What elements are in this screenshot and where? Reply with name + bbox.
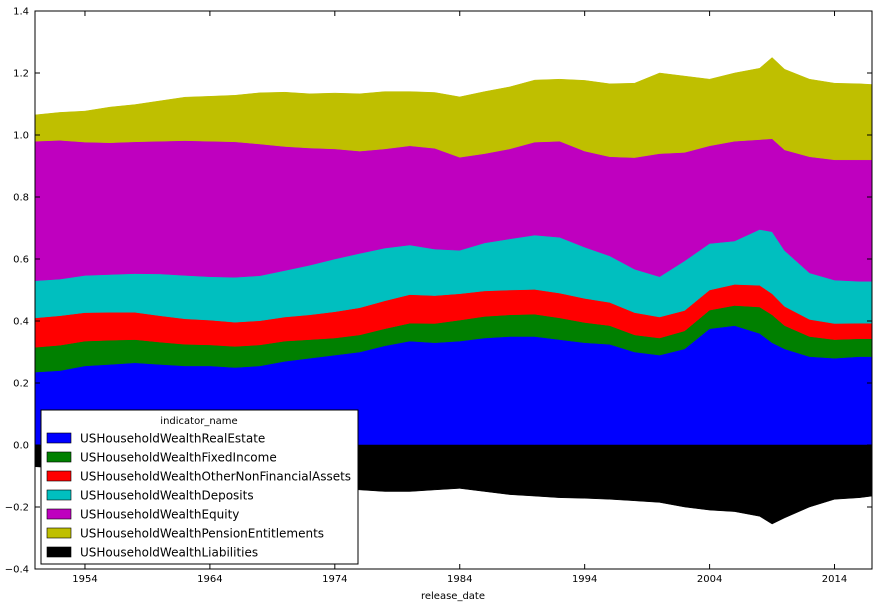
legend-label: USHouseholdWealthLiabilities <box>80 546 258 560</box>
y-tick-label: 0.0 <box>13 441 29 452</box>
y-tick-label: 1.2 <box>13 69 29 80</box>
legend-label: USHouseholdWealthRealEstate <box>80 432 265 446</box>
legend-label: USHouseholdWealthOtherNonFinancialAssets <box>80 470 351 484</box>
legend-swatch <box>46 508 72 520</box>
x-tick-label: 2004 <box>697 574 722 585</box>
y-tick-label: 0.6 <box>13 255 29 266</box>
legend-item: USHouseholdWealthDeposits <box>46 489 254 503</box>
y-tick-label: 1.4 <box>13 7 29 18</box>
tick-layer: 1954 1964 1974 1984 1994 2004 2014 −0.4 −0.2 0.0 0… <box>5 7 872 585</box>
x-axis-label: release_date <box>421 591 485 602</box>
legend-label: USHouseholdWealthFixedIncome <box>80 451 277 465</box>
legend-label: USHouseholdWealthPensionEntitlements <box>80 527 324 541</box>
legend-swatch <box>46 527 72 539</box>
x-tick-label: 2014 <box>822 574 847 585</box>
legend-title: indicator_name <box>160 416 237 427</box>
x-tick-label: 1984 <box>447 574 472 585</box>
x-tick-label: 1994 <box>572 574 597 585</box>
legend-item: USHouseholdWealthPensionEntitlements <box>46 527 324 541</box>
y-tick-label: 0.2 <box>13 379 29 390</box>
legend-item: USHouseholdWealthLiabilities <box>46 546 258 560</box>
y-tick-label: 0.4 <box>13 317 29 328</box>
y-tick-label: 1.0 <box>13 131 29 142</box>
legend-item: USHouseholdWealthRealEstate <box>46 432 265 446</box>
legend-label: USHouseholdWealthDeposits <box>80 489 254 503</box>
legend-swatch <box>46 470 72 482</box>
legend-box <box>40 409 359 565</box>
y-tick-label: −0.2 <box>5 503 29 514</box>
legend-swatch <box>46 546 72 558</box>
y-tick-label: 0.8 <box>13 193 29 204</box>
legend-item: USHouseholdWealthOtherNonFinancialAssets <box>46 470 351 484</box>
x-tick-label: 1964 <box>197 574 222 585</box>
legend-swatch <box>46 432 72 444</box>
legend-items: USHouseholdWealthRealEstate USHouseholdWe… <box>46 432 351 560</box>
legend-swatch <box>46 451 72 463</box>
plot-frame <box>34 10 873 570</box>
y-tick-label: −0.4 <box>5 565 29 576</box>
legend-swatch <box>46 489 72 501</box>
legend: indicator_name USHouseholdWealthRealEsta… <box>40 409 359 565</box>
legend-item: USHouseholdWealthFixedIncome <box>46 451 277 465</box>
x-tick-label: 1954 <box>72 574 97 585</box>
legend-label: USHouseholdWealthEquity <box>80 508 239 522</box>
x-tick-label: 1974 <box>322 574 347 585</box>
legend-item: USHouseholdWealthEquity <box>46 508 239 522</box>
